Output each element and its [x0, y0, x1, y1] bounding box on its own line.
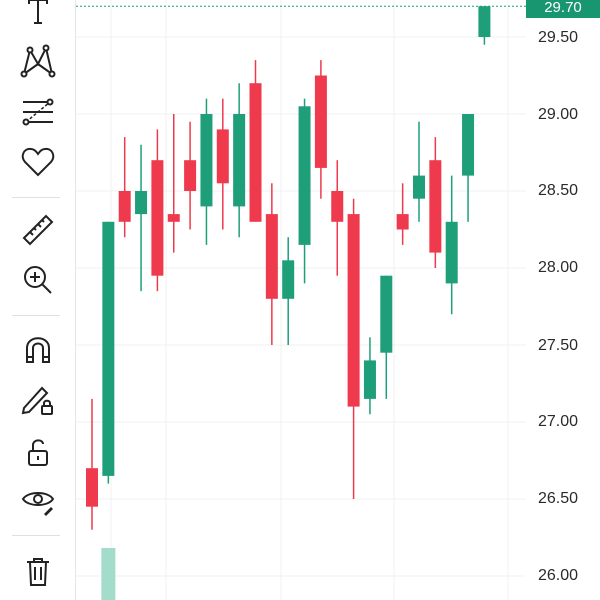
candle[interactable] [380, 275, 393, 399]
candle[interactable] [118, 137, 131, 238]
price-label: 27.50 [538, 337, 579, 354]
current-price-tag: 29.70 [526, 0, 600, 18]
magnet-tool-button[interactable] [0, 330, 75, 370]
candle[interactable] [249, 60, 262, 222]
candle-body [282, 260, 295, 299]
price-label: 26.50 [538, 490, 579, 507]
candle[interactable] [200, 98, 213, 245]
candle[interactable] [347, 198, 360, 499]
fib-retracement-icon [22, 98, 53, 126]
chart-pane[interactable] [76, 0, 600, 600]
candle[interactable] [86, 398, 98, 530]
heart-icon [21, 147, 54, 177]
candle[interactable] [216, 98, 229, 230]
candle[interactable] [102, 221, 115, 484]
candle[interactable] [314, 60, 327, 199]
candle[interactable] [478, 6, 491, 45]
toolbar-divider [12, 197, 60, 198]
candle[interactable] [135, 144, 148, 292]
unlock-tool-button[interactable] [0, 432, 75, 472]
ruler-icon [22, 214, 53, 246]
price-label: 29.00 [538, 106, 579, 123]
pencil-lock-icon [21, 386, 53, 415]
candle-body [118, 191, 131, 222]
candle-body [233, 114, 246, 207]
candle[interactable] [363, 337, 376, 415]
candle[interactable] [462, 114, 475, 222]
volume-bars [101, 548, 116, 600]
trash-icon [26, 558, 49, 586]
price-label: 28.50 [538, 182, 579, 199]
candle-body [462, 114, 475, 176]
candle-body [314, 75, 327, 168]
candle-body [86, 468, 98, 507]
price-label: 27.00 [538, 413, 579, 430]
candle-body [363, 360, 376, 399]
candle-body [380, 275, 393, 353]
text-icon [27, 0, 48, 24]
price-label: 29.50 [538, 29, 579, 46]
fib-retracement-tool-button[interactable] [0, 92, 75, 132]
candle[interactable] [282, 237, 295, 345]
hide-drawings-tool-button[interactable] [0, 480, 75, 520]
candles [86, 6, 491, 530]
candle-body [298, 106, 311, 245]
measure-tool-button[interactable] [0, 210, 75, 250]
toolbar-divider [12, 535, 60, 536]
candle[interactable] [445, 175, 458, 315]
candle-body [135, 191, 148, 215]
candle-body [347, 214, 360, 407]
price-label: 28.00 [538, 259, 579, 276]
delete-tool-button[interactable] [0, 552, 75, 592]
drawing-toolbar [0, 0, 76, 600]
candle[interactable] [413, 121, 425, 222]
unlock-icon [27, 439, 48, 466]
candle-body [265, 214, 278, 299]
candle[interactable] [233, 83, 246, 238]
candle[interactable] [396, 183, 409, 245]
xabcd-pattern-icon [20, 44, 55, 78]
price-label: 26.00 [538, 567, 579, 584]
candle-body [478, 6, 491, 37]
toolbar-divider [12, 315, 60, 316]
zoom-in-tool-button[interactable] [0, 260, 75, 300]
lock-drawings-tool-button[interactable] [0, 380, 75, 420]
favorites-tool-button[interactable] [0, 142, 75, 182]
candle-body [167, 214, 180, 222]
candle-body [396, 214, 409, 230]
magnet-icon [25, 337, 50, 363]
candle-body [184, 160, 197, 191]
grid [76, 0, 526, 600]
candle[interactable] [167, 114, 180, 253]
candle-body [429, 160, 442, 253]
candle-body [151, 160, 164, 276]
candlestick-chart[interactable] [76, 0, 600, 600]
candle[interactable] [151, 129, 164, 292]
zoom-in-icon [23, 266, 52, 294]
candle-body [331, 191, 344, 222]
eye-icon [21, 492, 54, 516]
text-tool-button[interactable] [0, 0, 75, 32]
candle-body [249, 83, 262, 222]
candle-body [413, 175, 425, 199]
candle[interactable] [265, 183, 278, 345]
candle[interactable] [298, 98, 311, 284]
candle[interactable] [184, 121, 197, 230]
candle-body [445, 221, 458, 284]
volume-bar [101, 548, 116, 600]
candle-body [200, 114, 213, 207]
candle-body [216, 129, 229, 184]
pattern-tool-button[interactable] [0, 42, 75, 82]
candle-body [102, 221, 115, 476]
candle[interactable] [331, 160, 344, 276]
candle[interactable] [429, 137, 442, 268]
